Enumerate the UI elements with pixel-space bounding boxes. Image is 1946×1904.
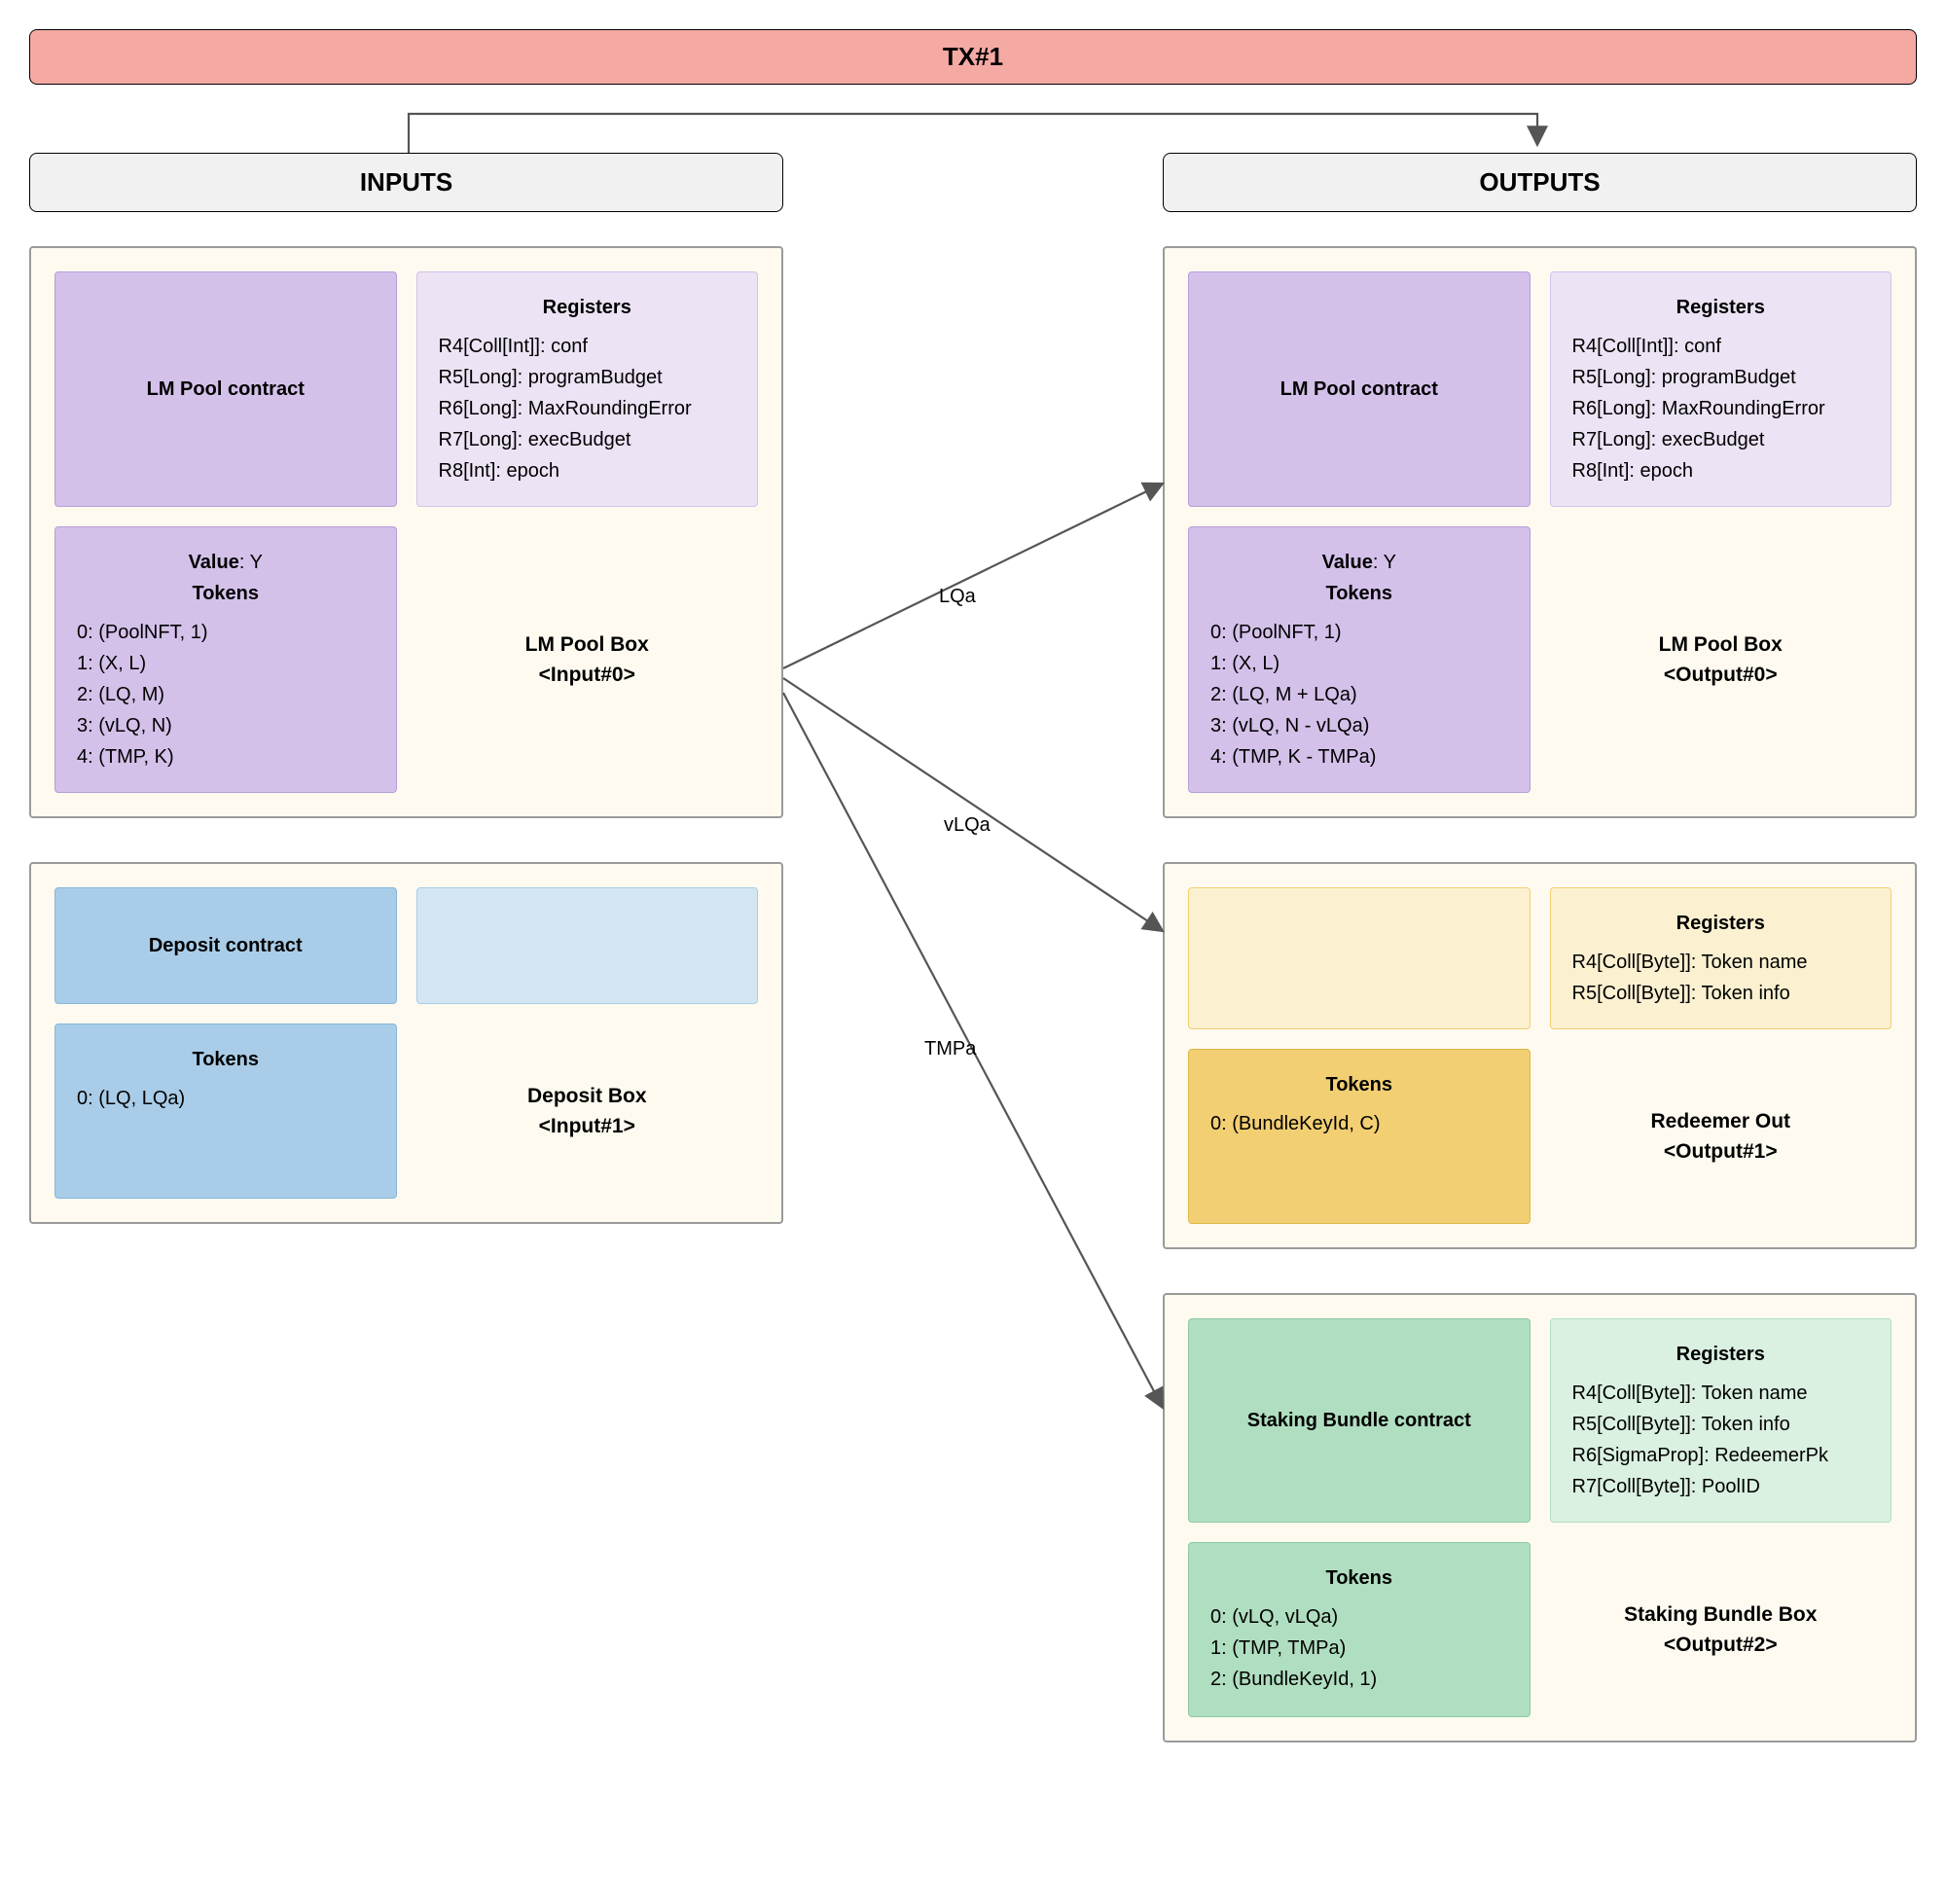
register-line: R5[Coll[Byte]]: Token info (1572, 978, 1870, 1009)
token-line: 0: (LQ, LQa) (77, 1083, 375, 1114)
output-contract-1 (1188, 887, 1531, 1029)
output-box-label-1: Redeemer Out<Output#1> (1550, 1106, 1892, 1168)
box-ref: <Input#0> (416, 660, 759, 691)
box-ref: <Input#1> (416, 1111, 759, 1142)
register-line: R6[SigmaProp]: RedeemerPk (1572, 1440, 1870, 1471)
value-line: Value: Y (1210, 547, 1508, 578)
output-tokens-1: Tokens 0: (BundleKeyId, C) (1188, 1049, 1531, 1224)
output-box-2: Staking Bundle contract Registers R4[Coll[… (1163, 1293, 1917, 1742)
token-line: 0: (PoolNFT, 1) (77, 617, 375, 648)
registers-title: Registers (439, 292, 737, 323)
tokens-title: Tokens (77, 1044, 375, 1075)
output-box-label-2: Staking Bundle Box<Output#2> (1550, 1599, 1892, 1661)
tokens-title: Tokens (1210, 1069, 1508, 1100)
register-line: R8[Int]: epoch (439, 455, 737, 486)
arrow-label-lqa: LQa (939, 586, 976, 608)
input-contract-1: Deposit contract (54, 887, 397, 1004)
output-contract-0: LM Pool contract (1188, 271, 1531, 507)
output-tokens-0: Value: YTokens 0: (PoolNFT, 1)1: (X, L)2:… (1188, 526, 1531, 793)
token-line: 4: (TMP, K) (77, 741, 375, 772)
token-line: 3: (vLQ, N) (77, 710, 375, 741)
register-line: R4[Coll[Byte]]: Token name (1572, 1378, 1870, 1409)
register-line: R6[Long]: MaxRoundingError (1572, 393, 1870, 424)
register-line: R7[Coll[Byte]]: PoolID (1572, 1471, 1870, 1502)
token-line: 2: (LQ, M + LQa) (1210, 679, 1508, 710)
register-line: R8[Int]: epoch (1572, 455, 1870, 486)
output-box-label-0: LM Pool Box<Output#0> (1550, 629, 1892, 691)
tokens-title: Tokens (1210, 1563, 1508, 1594)
token-line: 1: (X, L) (1210, 648, 1508, 679)
token-line: 0: (BundleKeyId, C) (1210, 1108, 1508, 1139)
register-line: R4[Coll[Byte]]: Token name (1572, 947, 1870, 978)
output-box-1: Registers R4[Coll[Byte]]: Token nameR5[Co… (1163, 862, 1917, 1249)
register-line: R4[Coll[Int]]: conf (439, 331, 737, 362)
flow-connector (29, 94, 1917, 153)
inputs-header: INPUTS (29, 153, 783, 212)
input-box-1: Deposit contract Tokens 0: (LQ, LQa) Deposi… (29, 862, 783, 1224)
token-line: 2: (BundleKeyId, 1) (1210, 1664, 1508, 1695)
output-registers-0: Registers R4[Coll[Int]]: confR5[Long]: pr… (1550, 271, 1892, 507)
box-name: LM Pool Box (416, 629, 759, 661)
arrow-label-vlqa: vLQa (944, 814, 991, 837)
inputs-column: INPUTS LM Pool contract Registers R4[Coll[… (29, 153, 783, 1786)
arrow-label-tmpa: TMPa (924, 1038, 976, 1060)
token-line: 1: (X, L) (77, 648, 375, 679)
register-line: R4[Coll[Int]]: conf (1572, 331, 1870, 362)
input-registers-1 (416, 887, 759, 1004)
registers-title: Registers (1572, 292, 1870, 323)
tokens-title: Tokens (1210, 578, 1508, 609)
value-line: Value: Y (77, 547, 375, 578)
register-line: R5[Long]: programBudget (1572, 362, 1870, 393)
output-registers-2: Registers R4[Coll[Byte]]: Token nameR5[Co… (1550, 1318, 1892, 1523)
input-box-label-0: LM Pool Box<Input#0> (416, 629, 759, 691)
box-name: Redeemer Out (1550, 1106, 1892, 1137)
box-ref: <Output#2> (1550, 1630, 1892, 1661)
token-line: 4: (TMP, K - TMPa) (1210, 741, 1508, 772)
tx-title: TX#1 (29, 29, 1917, 85)
box-ref: <Output#0> (1550, 660, 1892, 691)
register-line: R5[Coll[Byte]]: Token info (1572, 1409, 1870, 1440)
box-name: LM Pool Box (1550, 629, 1892, 661)
input-tokens-1: Tokens 0: (LQ, LQa) (54, 1024, 397, 1199)
register-line: R6[Long]: MaxRoundingError (439, 393, 737, 424)
register-line: R7[Long]: execBudget (1572, 424, 1870, 455)
output-contract-2: Staking Bundle contract (1188, 1318, 1531, 1523)
input-tokens-0: Value: YTokens 0: (PoolNFT, 1)1: (X, L)2:… (54, 526, 397, 793)
tokens-title: Tokens (77, 578, 375, 609)
register-line: R5[Long]: programBudget (439, 362, 737, 393)
token-line: 1: (TMP, TMPa) (1210, 1633, 1508, 1664)
token-line: 2: (LQ, M) (77, 679, 375, 710)
box-name: Staking Bundle Box (1550, 1599, 1892, 1631)
input-box-label-1: Deposit Box<Input#1> (416, 1081, 759, 1142)
box-ref: <Output#1> (1550, 1136, 1892, 1168)
register-line: R7[Long]: execBudget (439, 424, 737, 455)
registers-title: Registers (1572, 1339, 1870, 1370)
output-box-0: LM Pool contract Registers R4[Coll[Int]]: … (1163, 246, 1917, 818)
box-name: Deposit Box (416, 1081, 759, 1112)
input-registers-0: Registers R4[Coll[Int]]: confR5[Long]: pr… (416, 271, 759, 507)
token-line: 0: (vLQ, vLQa) (1210, 1601, 1508, 1633)
token-line: 3: (vLQ, N - vLQa) (1210, 710, 1508, 741)
token-line: 0: (PoolNFT, 1) (1210, 617, 1508, 648)
input-contract-0: LM Pool contract (54, 271, 397, 507)
registers-title: Registers (1572, 908, 1870, 939)
input-box-0: LM Pool contract Registers R4[Coll[Int]]: … (29, 246, 783, 818)
outputs-column: OUTPUTS LM Pool contract Registers R4[Coll… (1163, 153, 1917, 1786)
output-registers-1: Registers R4[Coll[Byte]]: Token nameR5[Co… (1550, 887, 1892, 1029)
outputs-header: OUTPUTS (1163, 153, 1917, 212)
output-tokens-2: Tokens 0: (vLQ, vLQa)1: (TMP, TMPa)2: (Bu… (1188, 1542, 1531, 1717)
